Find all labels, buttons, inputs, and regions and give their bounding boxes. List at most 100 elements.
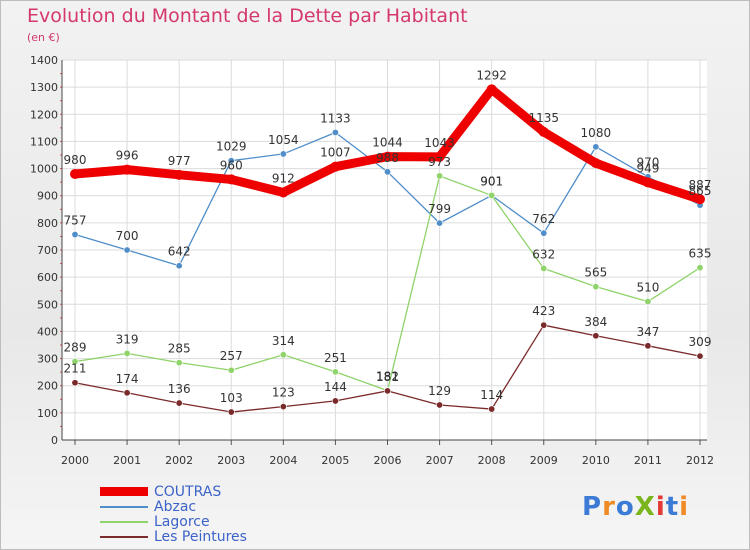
data-label: 103 (220, 391, 243, 405)
data-point (436, 219, 444, 227)
data-label: 988 (376, 151, 399, 165)
data-label: 174 (116, 372, 139, 386)
y-tick-label: 700 (37, 244, 58, 257)
y-tick-label: 1200 (30, 108, 58, 121)
data-point (540, 229, 548, 237)
data-point (540, 264, 548, 272)
legend-swatch (100, 487, 148, 496)
data-label: 887 (689, 178, 712, 192)
data-point (331, 368, 339, 376)
legend-swatch (100, 535, 148, 538)
data-point (123, 246, 131, 254)
data-point (70, 169, 80, 179)
data-point (330, 161, 341, 172)
data-label: 181 (376, 370, 399, 384)
data-point (71, 231, 79, 239)
data-point (382, 151, 393, 162)
logo-letter: t (665, 492, 680, 522)
data-label: 960 (220, 158, 243, 172)
data-label: 347 (636, 325, 659, 339)
data-label: 114 (480, 388, 503, 402)
data-point (123, 349, 131, 357)
data-point (279, 351, 287, 359)
data-label: 510 (636, 281, 659, 295)
x-tick-label: 2005 (321, 454, 349, 467)
chart-unit: (en €) (27, 31, 60, 44)
data-label: 912 (272, 171, 295, 185)
legend-label: Les Peintures (154, 528, 247, 545)
logo-letter: X (634, 492, 656, 522)
data-point (695, 194, 705, 205)
y-tick-label: 400 (37, 325, 58, 338)
data-point (331, 397, 339, 405)
data-point (696, 264, 704, 272)
legend: COUTRAS Abzac Lagorce Les Peintures (100, 484, 247, 545)
data-label: 1292 (476, 68, 507, 82)
data-point (279, 403, 287, 411)
data-label: 1029 (216, 140, 247, 154)
data-point (278, 187, 289, 198)
data-point (436, 172, 444, 180)
y-tick-label: 1000 (30, 163, 58, 176)
y-tick-label: 1100 (30, 135, 58, 148)
data-label: 1054 (268, 133, 299, 147)
legend-swatch (100, 505, 148, 508)
y-tick-label: 800 (37, 217, 58, 230)
legend-item: Abzac (100, 499, 247, 515)
data-point (642, 177, 653, 188)
y-tick-label: 900 (37, 190, 58, 203)
data-label: 977 (168, 154, 191, 168)
data-label: 970 (636, 156, 659, 170)
legend-label: Lagorce (154, 513, 210, 530)
data-point (436, 401, 444, 409)
data-label: 1135 (528, 111, 559, 125)
data-label: 1007 (320, 146, 351, 160)
y-tick-label: 0 (51, 434, 58, 447)
data-label: 1133 (320, 111, 351, 125)
data-label: 642 (168, 245, 191, 259)
data-point (592, 283, 600, 291)
data-label: 565 (584, 266, 607, 280)
data-point (592, 332, 600, 340)
data-label: 901 (480, 174, 503, 188)
x-tick-label: 2009 (530, 454, 558, 467)
data-label: 251 (324, 351, 347, 365)
x-tick-label: 2002 (165, 454, 193, 467)
legend-swatch (100, 520, 148, 523)
data-point (488, 191, 496, 199)
data-label: 1080 (581, 126, 612, 140)
x-tick-label: 2000 (61, 454, 89, 467)
y-tick-label: 200 (37, 380, 58, 393)
logo-letter: i (679, 492, 690, 522)
data-label: 182 (376, 370, 399, 384)
data-label: 980 (64, 153, 87, 167)
data-point (174, 169, 185, 180)
data-point (227, 157, 235, 165)
y-tick-label: 500 (37, 298, 58, 311)
data-label: 136 (168, 382, 191, 396)
x-tick-label: 2004 (269, 454, 297, 467)
data-point (227, 366, 235, 374)
data-point (434, 151, 445, 162)
data-label: 996 (116, 149, 139, 163)
data-label: 129 (428, 384, 451, 398)
data-point (71, 358, 79, 366)
logo-letter: o (615, 492, 635, 522)
data-label: 632 (532, 247, 555, 261)
data-point (383, 168, 391, 176)
data-point (122, 164, 133, 175)
data-point (175, 359, 183, 367)
data-label: 949 (636, 161, 659, 175)
data-point (488, 405, 496, 413)
data-label: 799 (428, 202, 451, 216)
data-label: 309 (689, 335, 712, 349)
data-label: 314 (272, 334, 295, 348)
data-label: 1043 (424, 136, 455, 150)
logo-letter: r (602, 492, 616, 522)
data-point (592, 143, 600, 151)
legend-item: Lagorce (100, 513, 247, 530)
data-label: 700 (116, 229, 139, 243)
data-point (226, 174, 237, 185)
data-label: 865 (689, 184, 712, 198)
data-label: 289 (64, 341, 87, 355)
